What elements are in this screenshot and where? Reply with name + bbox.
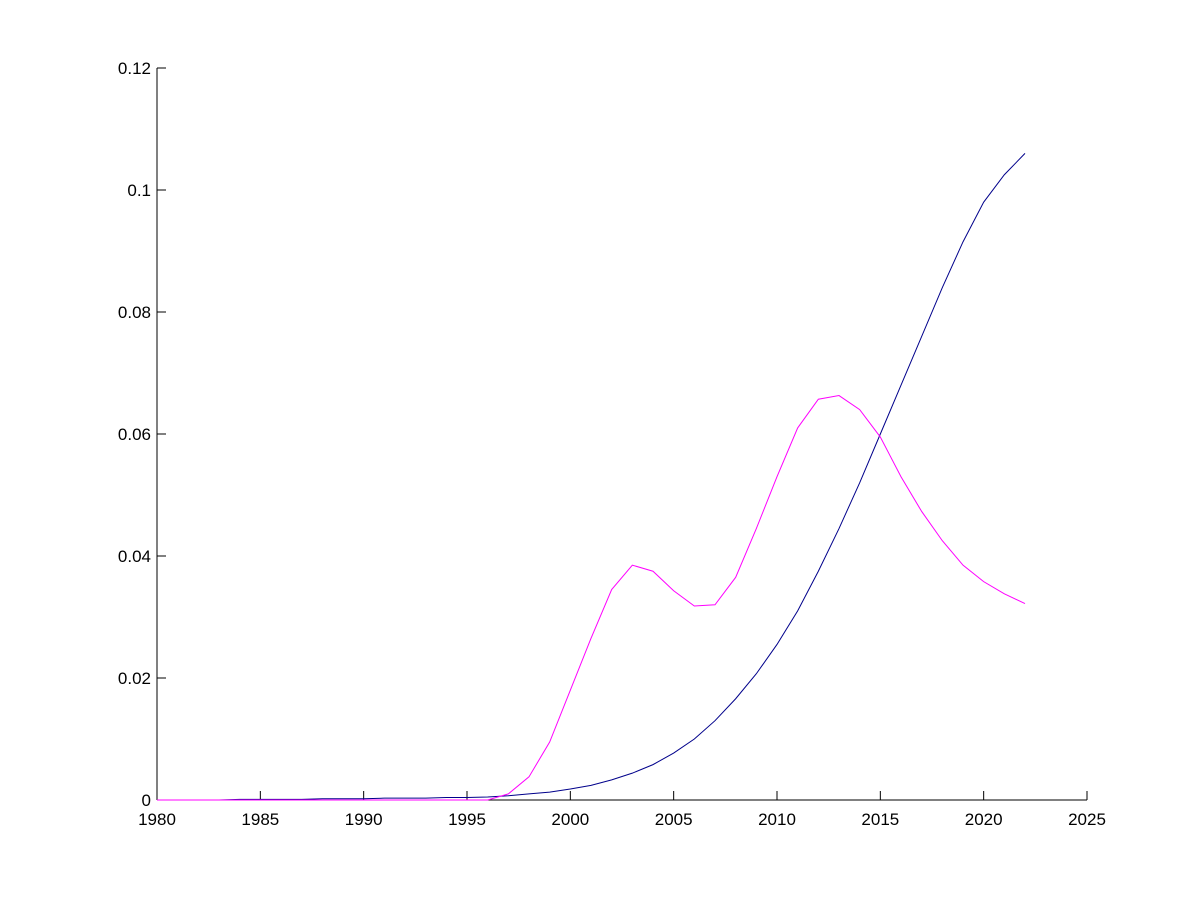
y-tick-label: 0.04: [118, 547, 151, 566]
line-series: [157, 395, 1026, 801]
x-tick-label: 2010: [758, 810, 796, 829]
x-tick-label: 2015: [861, 810, 899, 829]
x-tick-label: 1990: [345, 810, 383, 829]
x-tick-label: 2025: [1068, 810, 1106, 829]
y-tick-label: 0: [142, 791, 151, 810]
y-tick-label: 0.02: [118, 669, 151, 688]
x-tick-label: 2000: [551, 810, 589, 829]
y-tick-label: 0.06: [118, 425, 151, 444]
x-tick-label: 1995: [448, 810, 486, 829]
x-tick-label: 1980: [138, 810, 176, 829]
y-tick-label: 0.1: [127, 181, 151, 200]
y-tick-label: 0.08: [118, 303, 151, 322]
x-tick-label: 1985: [241, 810, 279, 829]
line-series: [157, 153, 1026, 801]
y-tick-label: 0.12: [118, 59, 151, 78]
x-tick-label: 2005: [655, 810, 693, 829]
x-tick-label: 2020: [965, 810, 1003, 829]
